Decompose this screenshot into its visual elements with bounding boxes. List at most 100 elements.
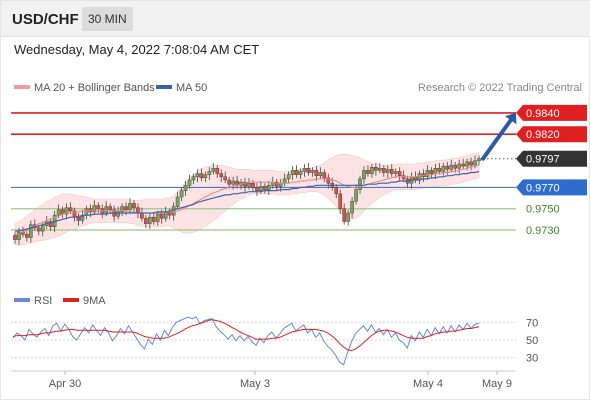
candle-body bbox=[259, 186, 263, 191]
support-level-label: 0.9750 bbox=[526, 204, 560, 216]
candle-body bbox=[48, 221, 53, 228]
candle-body bbox=[116, 211, 120, 217]
symbol-label: USD/CHF bbox=[12, 11, 79, 28]
candle-body bbox=[17, 231, 21, 240]
resistance-level-label: 0.9820 bbox=[526, 129, 560, 141]
forecast-arrow-head bbox=[505, 112, 517, 125]
candle-body bbox=[163, 211, 168, 219]
candle-body bbox=[425, 170, 430, 177]
candle-body bbox=[274, 181, 279, 187]
candle-body bbox=[36, 227, 41, 232]
candle-body bbox=[231, 180, 235, 185]
candle-body bbox=[326, 177, 331, 184]
candle-body bbox=[88, 208, 93, 213]
rsi-ma-line bbox=[12, 319, 480, 352]
candle-body bbox=[203, 174, 208, 179]
candle-body bbox=[215, 168, 220, 174]
candle-body bbox=[68, 207, 73, 212]
pivot-level-label: 0.9770 bbox=[526, 182, 560, 194]
rsi-line bbox=[12, 316, 480, 366]
credit-text: Research © 2022 Trading Central bbox=[418, 82, 582, 94]
candle-body bbox=[282, 178, 287, 184]
candle-body bbox=[346, 212, 350, 222]
candle-body bbox=[433, 168, 438, 174]
ma20-line bbox=[14, 164, 480, 235]
resistance-level-label: 0.9840 bbox=[526, 108, 560, 120]
pivot-label-tag bbox=[516, 179, 587, 196]
timestamp: Wednesday, May 4, 2022 7:08:04 AM CET bbox=[14, 42, 260, 57]
candle-body bbox=[29, 224, 33, 238]
candle-body bbox=[370, 167, 374, 174]
candle-body bbox=[441, 165, 446, 172]
candle-body bbox=[302, 168, 307, 172]
candle-body bbox=[453, 164, 458, 169]
resistance-label-tag bbox=[516, 104, 587, 121]
current-label-tag bbox=[516, 150, 587, 167]
candle-body bbox=[148, 217, 152, 224]
candle-body bbox=[155, 213, 160, 222]
candle-body bbox=[385, 169, 390, 173]
candle-body bbox=[159, 213, 164, 219]
candle-body bbox=[40, 225, 45, 232]
candle-body bbox=[152, 217, 156, 222]
current-level-label: 0.9797 bbox=[526, 154, 560, 166]
candle-body bbox=[322, 172, 327, 179]
candle-body bbox=[389, 169, 394, 174]
candle-body bbox=[362, 170, 366, 180]
rsi-tick-label: 30 bbox=[526, 353, 538, 365]
time-axis: Apr 30 May 3 May 4 May 9 bbox=[49, 371, 512, 390]
time-axis-label: Apr 30 bbox=[49, 378, 81, 390]
timeframe-button[interactable]: 30 MIN bbox=[82, 7, 133, 31]
time-axis-label: May 9 bbox=[482, 378, 512, 390]
candle-body bbox=[465, 161, 469, 167]
candle-body bbox=[80, 214, 85, 221]
candle-body bbox=[437, 168, 442, 172]
ma50-line bbox=[15, 170, 480, 232]
moving-averages bbox=[14, 164, 480, 235]
bollinger-bands bbox=[14, 151, 480, 246]
candle-body bbox=[354, 189, 358, 202]
rsi-ma-legend-label: 9MA bbox=[83, 295, 106, 307]
candle-body bbox=[124, 206, 128, 210]
header-bar: USD/CHF 30 MIN bbox=[1, 1, 590, 37]
candle-body bbox=[469, 161, 473, 166]
candle-body bbox=[350, 201, 354, 214]
candle-body bbox=[132, 203, 136, 208]
candle-body bbox=[207, 171, 212, 175]
candle-body bbox=[191, 176, 196, 181]
candle-body bbox=[417, 173, 422, 181]
rsi-tick-label: 70 bbox=[526, 317, 538, 329]
candle-body bbox=[25, 234, 29, 238]
candle-body bbox=[227, 179, 231, 185]
ma50-legend-label: MA 50 bbox=[176, 82, 207, 94]
candle-body bbox=[247, 182, 251, 187]
candle-body bbox=[175, 196, 180, 207]
candle-body bbox=[290, 170, 295, 175]
resistance-label-tag bbox=[516, 126, 587, 143]
candle-body bbox=[477, 158, 481, 162]
candle-body bbox=[473, 160, 477, 166]
candle-body bbox=[306, 168, 311, 173]
candle-body bbox=[179, 190, 184, 198]
candle-body bbox=[267, 185, 271, 190]
support-level-label: 0.9730 bbox=[526, 225, 560, 237]
candle-body bbox=[183, 185, 188, 191]
candle-body bbox=[294, 170, 299, 175]
candle-body bbox=[397, 171, 402, 176]
candle-body bbox=[314, 170, 319, 176]
candle-body bbox=[96, 205, 101, 209]
candle-body bbox=[76, 217, 81, 221]
candle-body bbox=[449, 164, 454, 170]
candle-body bbox=[108, 206, 112, 210]
candle-body bbox=[374, 167, 378, 171]
candle-body bbox=[144, 218, 148, 224]
candle-body bbox=[223, 176, 227, 181]
candle-body bbox=[211, 168, 216, 172]
candle-body bbox=[429, 170, 434, 174]
candle-body bbox=[342, 208, 346, 222]
candle-body bbox=[366, 170, 370, 174]
level-labels: 0.9840 0.9820 0.9797 0.9770 0.9750 0.9730 bbox=[516, 104, 587, 237]
candle-body bbox=[171, 206, 176, 216]
